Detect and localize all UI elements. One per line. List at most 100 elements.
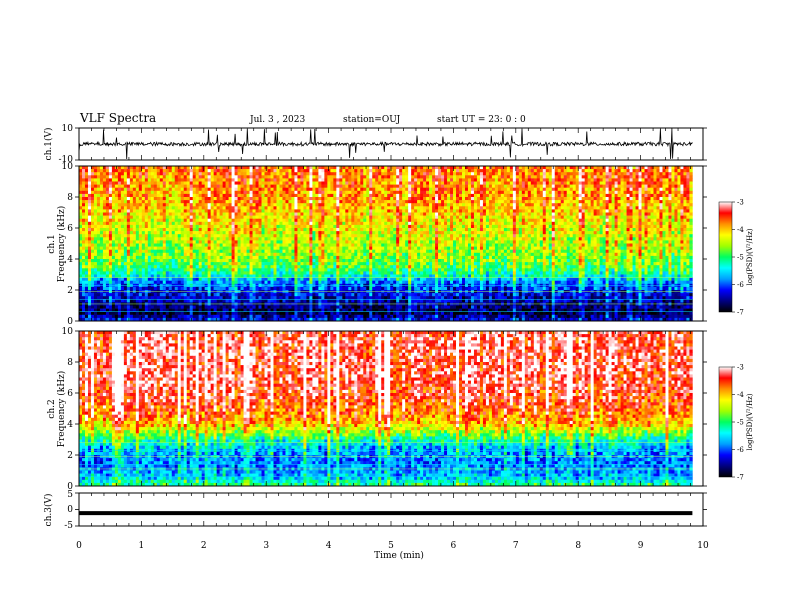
- ch1-spec-cell: [192, 234, 196, 238]
- ch1-spec-cell: [360, 197, 364, 201]
- ch1-spec-cell: [560, 218, 565, 223]
- ch1-spec-cell: [530, 237, 535, 241]
- ch1-spec-cell: [629, 193, 633, 198]
- ch1-spec-cell: [629, 221, 633, 226]
- ch1-spec-cell: [500, 209, 505, 213]
- ch1-spec-cell: [512, 197, 517, 201]
- ch1-spec-cell: [494, 228, 499, 232]
- ch1-spec-cell: [605, 172, 609, 176]
- ch1-spec-cell: [369, 221, 373, 226]
- ch1-spec-cell: [318, 172, 322, 176]
- ch1-spec-cell: [135, 234, 140, 238]
- ch1-spec-cell: [363, 234, 367, 238]
- ch1-spec-cell: [506, 187, 511, 192]
- ch1-spec-cell: [129, 228, 134, 232]
- ch1-spec-cell: [438, 187, 442, 192]
- ch1-spec-cell: [306, 221, 310, 226]
- ch1-spec-cell: [303, 193, 307, 198]
- ch1-spec-cell: [668, 218, 672, 223]
- ch1-spec-cell: [393, 215, 397, 219]
- ch1-spec-cell: [144, 187, 149, 192]
- ch1-spec-cell: [246, 218, 250, 223]
- ch1-spec-cell: [180, 234, 185, 238]
- ch1-spec-cell: [629, 181, 633, 185]
- ch1-spec-cell: [255, 221, 259, 226]
- ch1-spec-cell: [189, 190, 193, 195]
- ch1-spec-cell: [153, 193, 158, 198]
- ch1-spec-cell: [177, 234, 182, 238]
- ch1-spec-cell: [450, 212, 454, 216]
- ch1-spec-cell: [665, 234, 669, 238]
- ch1-spec-cell: [518, 215, 523, 219]
- ch1-spec-cell: [240, 200, 244, 204]
- ch1-spec-cell: [530, 197, 535, 201]
- ch1-spec-cell: [126, 218, 131, 223]
- ch1-spec-cell: [668, 193, 672, 198]
- ch1-spec-cell: [566, 231, 571, 235]
- ch1-spec-cell: [626, 231, 630, 235]
- ch1-spec-cell: [195, 187, 199, 192]
- ch1-spec-cell: [93, 200, 98, 204]
- ch1-spec-cell: [285, 215, 289, 219]
- ch1-spec-cell: [467, 203, 472, 207]
- ch1-spec-cell: [366, 215, 370, 219]
- ch1-spec-cell: [623, 231, 627, 235]
- ch1-spec-cell: [396, 209, 400, 213]
- ch1-spec-cell: [186, 197, 191, 201]
- ch1-spec-cell: [473, 175, 478, 179]
- ch1-spec-cell: [599, 231, 603, 235]
- ch1-spec-cell: [536, 181, 541, 185]
- ch1-spec-cell: [497, 215, 502, 219]
- ch1-spec-cell: [303, 224, 307, 229]
- ch1-spec-cell: [491, 237, 496, 241]
- ch1-spec-cell: [566, 234, 571, 238]
- ch1-spec-cell: [453, 181, 457, 185]
- ch1-spec-cell: [300, 228, 304, 232]
- ch1-spec-cell: [530, 169, 535, 173]
- ch1-spec-cell: [342, 234, 346, 238]
- ch1-spec-cell: [650, 175, 654, 179]
- ch1-spec-cell: [438, 231, 442, 235]
- ch1-spec-cell: [599, 181, 603, 185]
- ch1-spec-cell: [177, 166, 182, 170]
- ch1-spec-cell: [602, 200, 606, 204]
- ch1-spec-cell: [551, 224, 556, 229]
- ch1-spec-cell: [411, 215, 415, 219]
- ch1-spec-cell: [180, 190, 185, 195]
- ch1-spec-cell: [677, 215, 681, 219]
- ch1-spec-cell: [593, 224, 597, 229]
- ch1-spec-cell: [150, 175, 155, 179]
- ch1-spec-cell: [414, 234, 418, 238]
- ch1-spec-cell: [87, 209, 92, 213]
- ch1-spec-cell: [207, 193, 211, 198]
- ch1-spec-cell: [470, 187, 475, 192]
- ch1-spec-cell: [611, 224, 615, 229]
- ch1-spec-cell: [120, 197, 125, 201]
- ch1-spec-cell: [626, 175, 630, 179]
- ch1-spec-cell: [530, 203, 535, 207]
- ch1-spec-cell: [387, 231, 391, 235]
- ch1-spec-cell: [608, 178, 612, 182]
- ch1-spec-cell: [438, 234, 442, 238]
- ch1-spec-cell: [234, 228, 238, 232]
- ch1-spec-cell: [387, 175, 391, 179]
- ch1-spec-cell: [551, 221, 556, 226]
- ch1-spec-cell: [545, 197, 550, 201]
- ch1-spec-cell: [423, 175, 427, 179]
- ch1-spec-cell: [276, 193, 280, 198]
- ch1-spec-cell: [339, 187, 343, 192]
- ch1-spec-cell: [539, 215, 544, 219]
- ch1-spec-cell: [683, 190, 687, 195]
- ch1-spec-cell: [488, 228, 493, 232]
- ch1-spec-cell: [171, 237, 176, 241]
- ch1-spec-cell: [393, 175, 397, 179]
- ch1-spec-cell: [587, 184, 591, 188]
- ch1-spec-cell: [548, 215, 553, 219]
- ch1-spec-cell: [261, 166, 265, 170]
- ch1-spec-cell: [372, 215, 376, 219]
- ch1-spec-cell: [267, 212, 271, 216]
- ch1-spec-cell: [378, 200, 382, 204]
- ch1-spec-cell: [315, 212, 319, 216]
- ch1-spec-cell: [644, 231, 648, 235]
- ch1-spec-cell: [267, 197, 271, 201]
